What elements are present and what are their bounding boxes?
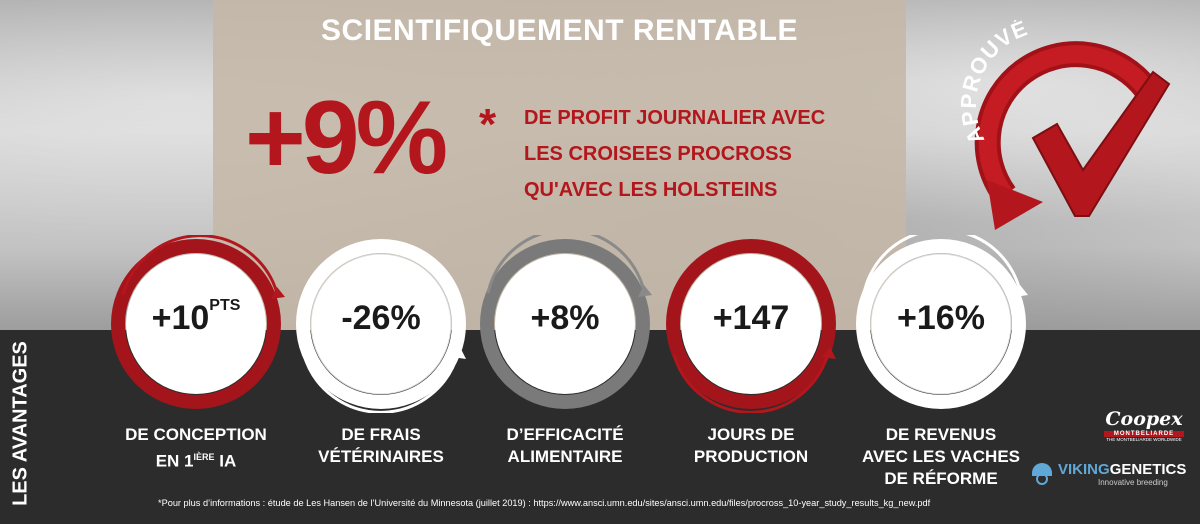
stat-value: -26% <box>341 299 421 337</box>
sidebar-label: LES AVANTAGES <box>9 341 32 506</box>
stat-conception: +10PTS <box>107 235 285 413</box>
stat-caption: D’EFFICACITÉ ALIMENTAIRE <box>506 425 624 466</box>
stat-production-days: +147 <box>662 235 840 413</box>
footnote-asterisk: * <box>479 100 497 149</box>
stat-cull-revenue: +16% <box>852 235 1030 413</box>
stat-caption: DE CONCEPTION EN 1IÈRE IA <box>125 425 267 471</box>
stat-value: +16% <box>897 299 985 337</box>
profit-percentage: +9% <box>245 80 448 196</box>
headline-line: DE PROFIT JOURNALIER AVEC <box>524 107 826 129</box>
viking-helmet-icon <box>1032 463 1052 485</box>
checkmark-icon <box>1031 70 1171 217</box>
headline-text: DE PROFIT JOURNALIER AVEC LES CROISEES P… <box>524 100 825 208</box>
stat-caption: JOURS DE PRODUCTION <box>693 425 809 466</box>
headline-line: LES CROISEES PROCROSS <box>524 143 792 165</box>
approved-stamp: APPROUVÉ <box>956 20 1171 230</box>
stat-value: +147 <box>712 299 790 337</box>
stat-vet-costs: -26% <box>292 235 470 413</box>
stat-caption: DE FRAIS VÉTÉRINAIRES <box>318 425 444 466</box>
stat-feed-efficiency: +8% <box>476 235 654 413</box>
stat-unit: PTS <box>209 297 241 314</box>
stat-caption: DE REVENUS AVEC LES VACHES DE RÉFORME <box>861 425 1021 488</box>
stat-value: +8% <box>530 299 600 337</box>
headline-line: QU'AVEC LES HOLSTEINS <box>524 179 778 201</box>
arrow-head-icon <box>987 180 1043 230</box>
footnote: *Pour plus d’informations : étude de Les… <box>158 498 931 508</box>
page-title: SCIENTIFIQUEMENT RENTABLE <box>321 14 798 47</box>
stat-value: +10 <box>151 299 210 337</box>
coopex-logo: Coopex MONTBELIARDE THE MONTBELIARDE WOR… <box>1104 408 1184 442</box>
